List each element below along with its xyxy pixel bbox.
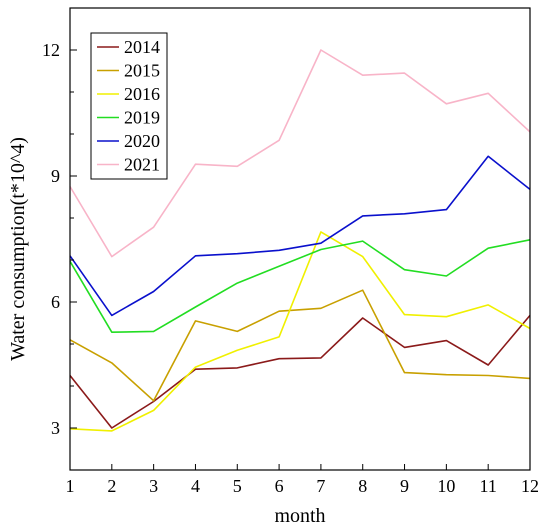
- series-line-2019: [69, 239, 531, 334]
- legend: 2014 2015 2016 2019 2020 2021: [90, 32, 168, 180]
- x-tick-label: 6: [275, 476, 284, 496]
- x-tick-label: 12: [521, 476, 539, 496]
- legend-label-2019: 2019: [124, 108, 160, 128]
- legend-label-2021: 2021: [124, 155, 160, 175]
- x-tick-label: 2: [107, 476, 116, 496]
- y-tick-label: 3: [51, 418, 60, 438]
- x-tick-label: 8: [358, 476, 367, 496]
- x-tick-label: 11: [480, 476, 497, 496]
- series-line-2014: [69, 314, 531, 429]
- legend-label-2016: 2016: [124, 84, 160, 104]
- x-tick-label: 5: [233, 476, 242, 496]
- legend-label-2020: 2020: [124, 131, 160, 151]
- x-axis-label: month: [274, 505, 325, 527]
- x-tick-label: 1: [66, 476, 75, 496]
- series-line-2020: [69, 155, 531, 317]
- series-line-2015: [69, 289, 531, 402]
- y-tick-label: 12: [42, 40, 60, 60]
- legend-label-2015: 2015: [124, 61, 160, 81]
- y-tick-label: 6: [51, 292, 60, 312]
- x-tick-label: 7: [316, 476, 325, 496]
- plot-area: [69, 49, 531, 432]
- series-line-2021: [69, 49, 531, 258]
- series-line-2016: [69, 231, 531, 432]
- legend-label-2014: 2014: [124, 37, 160, 57]
- y-tick-label: 9: [51, 166, 60, 186]
- x-tick-label: 3: [149, 476, 158, 496]
- y-axis-label: Water consumption(t*10^4): [7, 137, 29, 361]
- x-tick-label: 4: [191, 476, 200, 496]
- x-tick-label: 9: [400, 476, 409, 496]
- legend-box: [90, 32, 168, 180]
- x-tick-label: 10: [437, 476, 455, 496]
- plot-frame: [69, 7, 531, 471]
